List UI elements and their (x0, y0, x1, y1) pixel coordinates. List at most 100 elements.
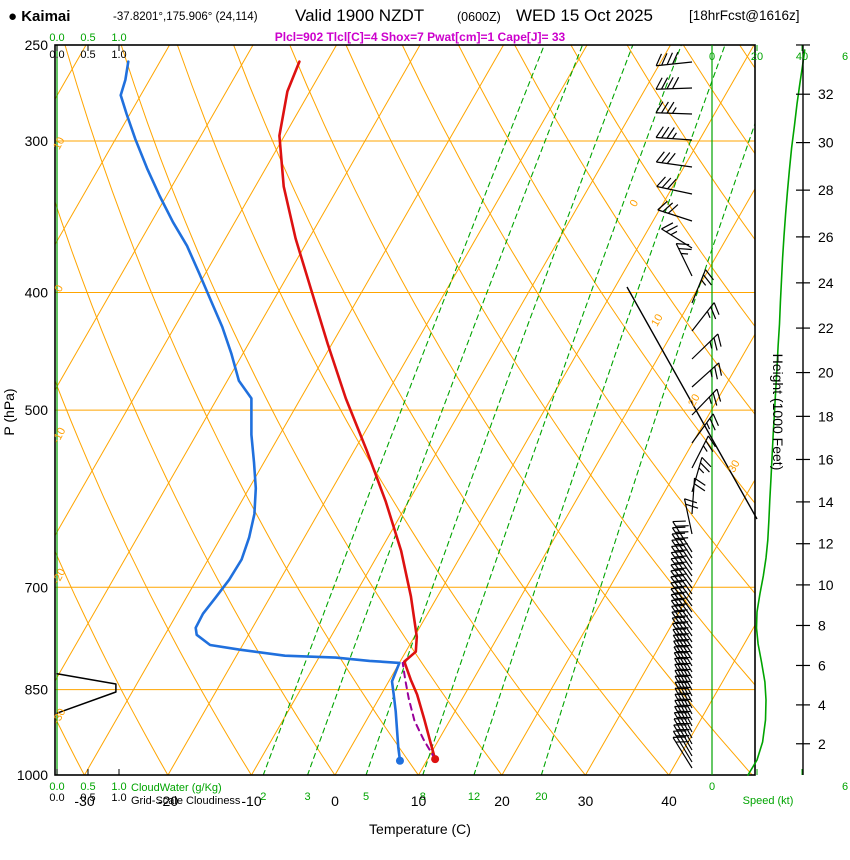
svg-text:0.0: 0.0 (49, 49, 64, 61)
svg-text:14: 14 (818, 494, 834, 510)
svg-text:20: 20 (535, 791, 547, 803)
surface-dots (395, 755, 440, 765)
svg-text:0.0: 0.0 (49, 32, 64, 44)
svg-text:18: 18 (818, 408, 834, 424)
svg-text:8: 8 (420, 791, 426, 803)
svg-text:400: 400 (25, 285, 49, 301)
svg-text:-30: -30 (74, 793, 94, 809)
svg-text:0: 0 (628, 198, 641, 209)
valid-time: Valid 1900 NZDT (295, 6, 424, 25)
svg-text:12: 12 (468, 791, 480, 803)
svg-text:-10: -10 (50, 426, 68, 446)
svg-text:10: 10 (818, 577, 834, 593)
scale-rows: 0.00.00.00.00.50.50.50.51.01.01.01.0 (49, 32, 126, 804)
svg-text:300: 300 (25, 133, 49, 149)
svg-text:0.0: 0.0 (49, 781, 64, 793)
speed-scale-labels: 0 20 40 60 6 (709, 51, 848, 793)
svg-text:1.0: 1.0 (111, 792, 126, 804)
svg-text:20: 20 (818, 365, 834, 381)
svg-text:3: 3 (305, 791, 311, 803)
svg-text:0.5: 0.5 (80, 32, 95, 44)
svg-text:850: 850 (25, 682, 49, 698)
svg-text:24: 24 (818, 275, 834, 291)
dry-adiabats (55, 45, 755, 775)
svg-text:5: 5 (363, 791, 369, 803)
cloudiness-profile (56, 673, 117, 714)
valid-utc: (0600Z) (457, 10, 501, 24)
svg-text:-20: -20 (158, 793, 178, 809)
scale-ticks (56, 45, 803, 775)
height-axis-title: Height (1000 Feet) (770, 354, 786, 471)
temperature-curve (278, 60, 437, 761)
svg-text:26: 26 (818, 229, 834, 245)
dewpoint-curve (119, 60, 402, 763)
svg-text:0.5: 0.5 (80, 781, 95, 793)
svg-text:6: 6 (818, 657, 826, 673)
svg-text:30: 30 (818, 135, 834, 151)
mixing-ratio-lines (262, 45, 755, 775)
parcel-path (401, 661, 437, 761)
speed-curve (747, 49, 806, 776)
mixing-ratio-labels: 2 3 5 8 12 20 (260, 791, 547, 803)
temperature-tick-labels: -30 -20 -10 0 10 20 30 40 (74, 793, 677, 809)
svg-text:0.5: 0.5 (80, 792, 95, 804)
svg-text:500: 500 (25, 402, 49, 418)
plot-border (54, 44, 756, 776)
svg-text:6: 6 (842, 781, 848, 793)
cloudwater-axis-title: CloudWater (g/Kg) (131, 782, 222, 794)
svg-text:1.0: 1.0 (111, 781, 126, 793)
surface-temp-dot (431, 755, 440, 764)
svg-text:250: 250 (25, 37, 49, 53)
station-label: ● Kaimai (8, 8, 70, 25)
adiabat-labels: 100-10-20-30 (50, 135, 68, 726)
station-coords: -37.8201°,175.906° (24,114) (113, 11, 258, 23)
svg-text:6: 6 (842, 51, 848, 63)
svg-text:1.0: 1.0 (111, 49, 126, 61)
svg-text:-10: -10 (241, 793, 261, 809)
svg-text:20: 20 (686, 392, 703, 409)
svg-text:0.5: 0.5 (80, 49, 95, 61)
forecast-tag: [18hrFcst@1616z] (689, 8, 800, 23)
svg-text:8: 8 (818, 617, 826, 633)
pressure-axis-title: P (hPa) (1, 388, 17, 435)
diagonal-annotation-line (626, 286, 758, 520)
svg-text:30: 30 (578, 793, 594, 809)
speed-axis-title: Speed (kt) (743, 795, 794, 807)
temperature-axis-title: Temperature (C) (369, 821, 471, 837)
svg-text:2: 2 (818, 736, 826, 752)
svg-text:-20: -20 (50, 567, 68, 587)
svg-text:0: 0 (709, 51, 715, 63)
svg-text:28: 28 (818, 182, 834, 198)
svg-text:0.0: 0.0 (49, 792, 64, 804)
pressure-tick-labels: 250 300 400 500 700 850 1000 (17, 37, 48, 783)
svg-text:2: 2 (260, 791, 266, 803)
svg-text:20: 20 (494, 793, 510, 809)
isobars (55, 140, 755, 691)
svg-text:40: 40 (661, 793, 677, 809)
svg-text:16: 16 (818, 451, 834, 467)
svg-text:0: 0 (53, 283, 66, 294)
svg-text:20: 20 (751, 51, 763, 63)
svg-text:32: 32 (818, 86, 834, 102)
svg-text:30: 30 (726, 458, 743, 475)
cloudiness-axis-title: Grid-Scale Cloudiness (131, 795, 241, 807)
valid-date: WED 15 Oct 2025 (516, 6, 653, 25)
svg-text:10: 10 (649, 312, 666, 329)
svg-text:4: 4 (818, 697, 826, 713)
svg-text:40: 40 (796, 51, 808, 63)
wind-barbs (655, 51, 723, 769)
svg-text:1.0: 1.0 (111, 32, 126, 44)
svg-text:10: 10 (411, 793, 427, 809)
isotherm-labels: 0 10 20 30 (628, 198, 743, 475)
stability-indices: Plcl=902 Tlcl[C]=4 Shox=7 Pwat[cm]=1 Cap… (275, 30, 566, 44)
svg-text:0: 0 (331, 793, 339, 809)
surface-dewpoint-dot (395, 756, 404, 765)
svg-text:700: 700 (25, 579, 49, 595)
svg-text:0: 0 (709, 781, 715, 793)
svg-text:22: 22 (818, 320, 834, 336)
svg-text:1000: 1000 (17, 767, 48, 783)
